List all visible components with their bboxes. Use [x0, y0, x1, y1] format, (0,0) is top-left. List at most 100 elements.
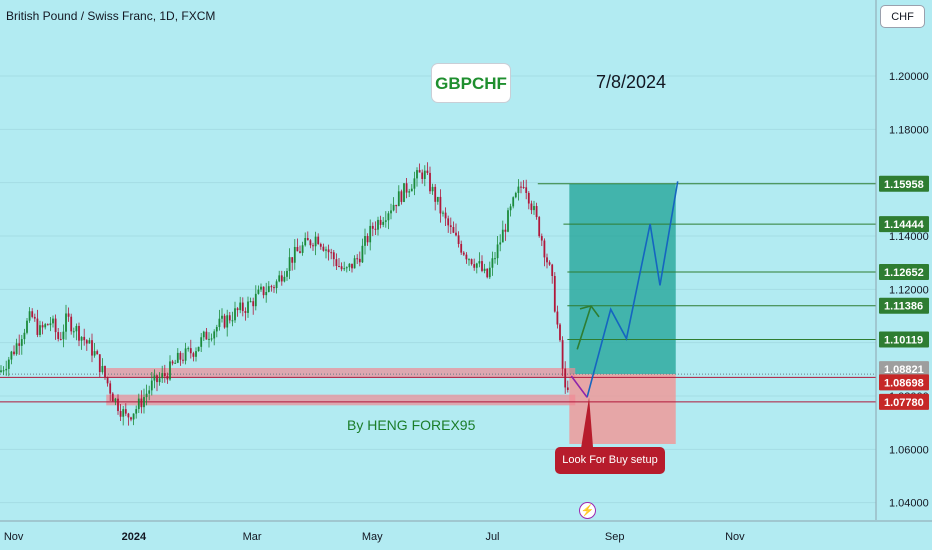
candle-body [156, 375, 158, 383]
candle-body [408, 191, 411, 193]
candle-body [252, 301, 255, 307]
candle-body [327, 249, 330, 253]
price-label-text: 1.11386 [884, 301, 923, 313]
candle-body [553, 276, 556, 312]
price-label-text: 1.15958 [884, 179, 924, 191]
candle-body [556, 311, 559, 325]
buy-setup-callout: Look For Buy setup [555, 447, 665, 474]
candle-body [124, 409, 127, 414]
candle-body [132, 413, 135, 420]
candle-body [291, 257, 294, 263]
candle-body [535, 206, 538, 218]
candle-body [387, 213, 390, 221]
price-tick-label: 1.06000 [889, 444, 929, 456]
price-tick-label: 1.12000 [889, 284, 929, 296]
candle-body [309, 240, 312, 246]
candle-body [117, 398, 119, 412]
candle-body [36, 318, 39, 335]
candle-body [444, 212, 447, 219]
candle-body [96, 351, 99, 355]
candle-body [551, 264, 554, 277]
candle-body [137, 398, 140, 410]
lightning-icon[interactable]: ⚡ [579, 502, 596, 519]
zones [106, 183, 676, 444]
candle-body [26, 320, 28, 333]
candle-body [306, 238, 309, 241]
candle-body [33, 316, 36, 319]
candle-body [522, 186, 525, 188]
currency-button[interactable]: CHF [880, 5, 925, 28]
candle-body [507, 210, 509, 232]
callout-pointer [581, 397, 594, 448]
candle-body [452, 227, 455, 233]
candle-body [202, 331, 205, 338]
candle-body [91, 340, 93, 356]
candle-body [561, 340, 564, 369]
price-label-box [879, 216, 929, 233]
candle-body [397, 191, 400, 207]
candle-body [293, 246, 296, 263]
candle-body [566, 387, 569, 390]
price-label-box [879, 393, 929, 410]
candle-body [379, 219, 382, 225]
price-label-box [879, 297, 929, 314]
time-tick-label: Mar [243, 531, 262, 543]
candle-body [335, 259, 338, 267]
candle-body [179, 352, 182, 360]
candles [0, 162, 569, 426]
candle-body [504, 229, 507, 232]
candle-body [119, 411, 122, 417]
candle-body [249, 301, 252, 303]
time-tick-label: Sep [605, 531, 625, 543]
candle-body [473, 264, 476, 268]
time-tick-label: Jul [485, 531, 499, 543]
candle-body [20, 339, 23, 346]
candle-body [421, 172, 424, 179]
candle-body [283, 276, 286, 282]
price-axis[interactable]: 1.200001.180001.160001.140001.120001.100… [875, 0, 932, 550]
candle-body [130, 417, 132, 420]
candle-body [273, 287, 275, 289]
candle-body [345, 267, 348, 269]
candle-body [392, 204, 395, 211]
candle-body [5, 368, 8, 371]
candle-body [104, 366, 106, 378]
price-label-box [879, 361, 929, 378]
candle-body [457, 235, 460, 244]
candle-body [405, 183, 408, 193]
candle-body [543, 240, 546, 258]
candle-body [31, 311, 34, 317]
candle-body [85, 340, 88, 344]
candle-body [247, 301, 249, 313]
candle-body [296, 246, 299, 252]
price-tick-label: 1.20000 [889, 71, 929, 83]
projection-arrow [576, 305, 592, 350]
price-label-box [879, 263, 929, 280]
candle-body [358, 258, 361, 263]
candle-body [192, 353, 195, 357]
candle-body [135, 409, 138, 414]
candle-body [436, 196, 439, 202]
candle-body [111, 393, 114, 402]
candle-body [371, 225, 374, 229]
candle-body [169, 361, 171, 380]
candle-body [46, 324, 49, 326]
candle-body [400, 191, 403, 202]
time-axis[interactable]: Nov 2024 Mar May Jul Sep Nov [0, 520, 932, 543]
entry-path [570, 375, 588, 398]
candle-body [145, 393, 148, 398]
instrument-label: British Pound / Swiss Franc, 1D, FXCM [6, 9, 216, 23]
candle-body [520, 186, 522, 188]
candle-body [231, 320, 234, 322]
candle-body [353, 258, 356, 269]
candle-body [377, 219, 379, 230]
candle-body [62, 331, 65, 340]
candle-body [244, 311, 247, 313]
candle-body [221, 315, 223, 319]
candle-body [468, 259, 470, 261]
symbol-label: GBPCHF [431, 63, 511, 103]
candle-body [195, 351, 197, 357]
candle-body [418, 170, 421, 173]
